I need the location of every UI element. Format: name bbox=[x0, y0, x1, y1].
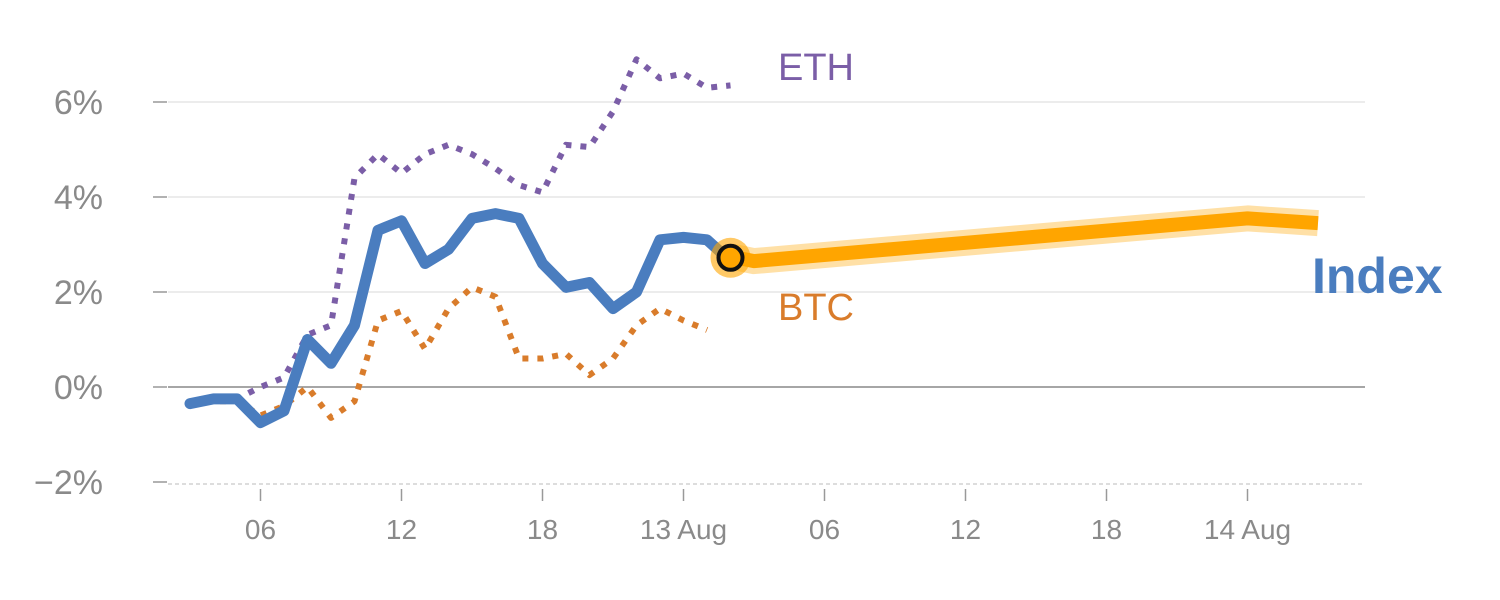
y-tick-label: 4% bbox=[54, 179, 103, 217]
x-tick-label: 18 bbox=[1091, 514, 1122, 545]
y-tick-label: 2% bbox=[54, 274, 103, 312]
y-tick-label: 6% bbox=[54, 84, 103, 122]
x-tick-label: 12 bbox=[950, 514, 981, 545]
eth-line bbox=[189, 56, 731, 405]
x-axis: 06 12 18 13 Aug 06 12 18 14 Aug bbox=[245, 489, 1291, 545]
x-tick-label: 18 bbox=[527, 514, 558, 545]
series bbox=[184, 56, 1319, 429]
index-line bbox=[184, 208, 736, 429]
x-tick-label: 14 Aug bbox=[1204, 514, 1291, 545]
grid bbox=[168, 101, 1365, 485]
index-label: Index bbox=[1312, 248, 1443, 304]
current-point-marker bbox=[716, 243, 745, 272]
y-tick-label: 0% bbox=[54, 369, 103, 407]
x-tick-label: 12 bbox=[386, 514, 417, 545]
x-tick-label: 06 bbox=[245, 514, 276, 545]
x-tick-label: 13 Aug bbox=[640, 514, 727, 545]
x-tick-label: 06 bbox=[809, 514, 840, 545]
eth-label: ETH bbox=[778, 47, 854, 89]
y-tick-label: −2% bbox=[34, 464, 103, 502]
btc-label: BTC bbox=[778, 287, 854, 329]
y-axis: −2% 0% 2% 4% 6% bbox=[34, 84, 167, 502]
series-labels: ETH BTC Index bbox=[778, 47, 1443, 329]
btc-line bbox=[190, 284, 709, 421]
